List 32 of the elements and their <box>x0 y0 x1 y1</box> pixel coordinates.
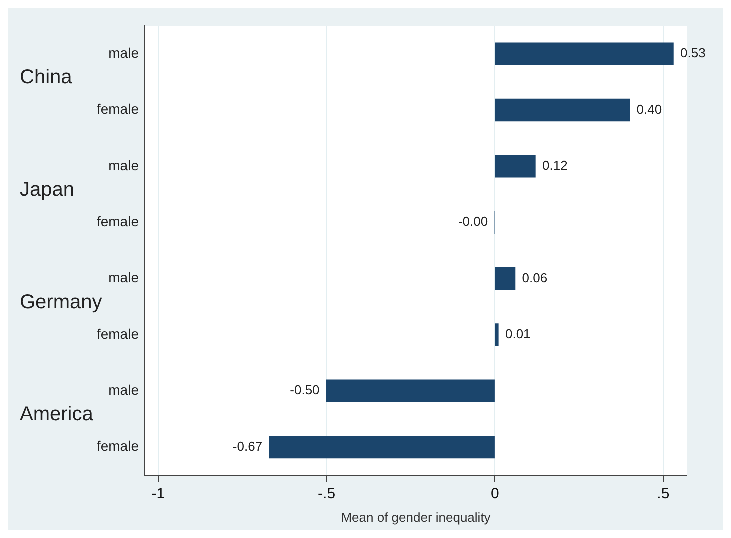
text: China <box>20 66 74 89</box>
data-label: -0.00 <box>458 214 488 230</box>
text: Germany <box>20 291 102 314</box>
bar <box>495 155 536 178</box>
data-label: -0.50 <box>290 382 320 398</box>
data-label: 0.06 <box>522 270 548 286</box>
y-tick-label: male <box>108 44 140 61</box>
x-tick-label: 0 <box>490 486 500 503</box>
x-axis-title: Mean of gender inequality <box>341 510 492 525</box>
text: America <box>20 404 94 426</box>
text: Japan <box>20 179 74 202</box>
y-tick-label: male <box>108 270 140 286</box>
data-label: -0.67 <box>232 438 263 454</box>
y-tick-label: female <box>96 438 140 454</box>
bar <box>495 324 499 346</box>
data-label: 0.01 <box>505 326 531 342</box>
data-label: 0.12 <box>542 158 568 174</box>
bar <box>326 380 495 402</box>
y-tick-label: female <box>96 101 140 118</box>
data-label: 0.40 <box>636 102 662 117</box>
y-tick-label: female <box>96 326 140 342</box>
y-tick-label: female <box>96 213 140 230</box>
bar <box>495 98 630 122</box>
y-tick-label: male <box>108 382 140 398</box>
x-tick-label: .5 <box>657 486 670 503</box>
bar <box>495 42 674 66</box>
y-tick-label: male <box>108 157 140 174</box>
x-tick-label: -1 <box>152 486 166 503</box>
x-tick-label: -.5 <box>318 486 336 503</box>
bar <box>269 436 495 459</box>
data-label: 0.53 <box>680 46 706 61</box>
bar <box>495 267 516 290</box>
